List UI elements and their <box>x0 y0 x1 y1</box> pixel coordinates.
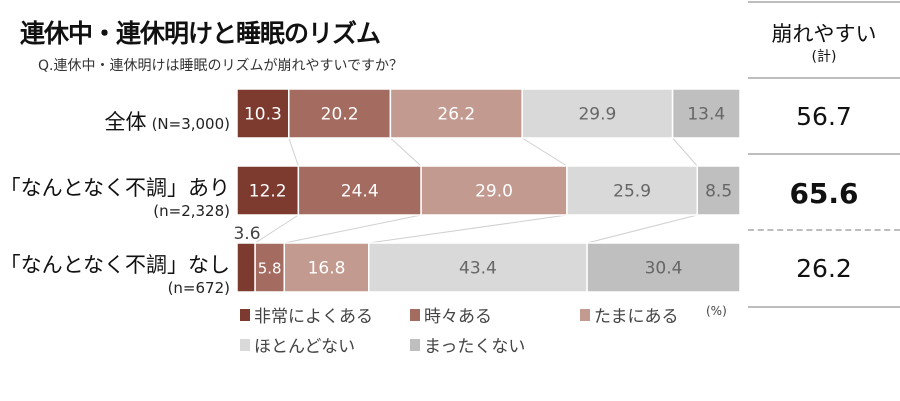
bar-segment <box>696 165 741 216</box>
legend-swatch <box>410 338 420 351</box>
data-label: 43.4 <box>459 259 497 279</box>
connector-line <box>254 214 299 244</box>
bar-segment <box>297 165 422 216</box>
bar-segment <box>586 242 741 293</box>
legend-label: たまにある <box>594 307 679 327</box>
row-label-all: 全体 (N=3,000) <box>104 106 230 136</box>
row-label-without-malaise: 「なんとなく不調」なし (n=672) <box>0 249 230 297</box>
data-label: 10.3 <box>244 105 282 125</box>
connector-line <box>288 137 299 167</box>
chart-title: 連休中・連休明けと睡眠のリズム <box>20 19 381 48</box>
divider <box>748 1 900 3</box>
bar-segment <box>671 88 741 139</box>
row-label-with-malaise: 「なんとなく不調」あり (n=2,328) <box>0 172 230 220</box>
data-label: 5.8 <box>258 260 282 278</box>
legend-swatch <box>580 308 590 321</box>
legend-item: まったくない <box>410 332 525 357</box>
legend-item: たまにある <box>580 302 679 327</box>
legend-swatch <box>240 308 250 321</box>
legend-item: 時々ある <box>410 302 492 327</box>
summary-value: 56.7 <box>796 102 852 131</box>
bar-segment <box>283 242 370 293</box>
data-label: 3.6 <box>233 224 260 244</box>
bar-segment <box>236 242 256 293</box>
bar-segment <box>521 88 674 139</box>
data-label: 29.0 <box>475 182 513 202</box>
unit-label: (%) <box>706 304 727 318</box>
data-label: 20.2 <box>321 105 359 125</box>
divider <box>748 229 900 231</box>
connector-line <box>672 137 698 167</box>
legend-swatch <box>240 338 250 351</box>
row-label-n: (N=3,000) <box>151 115 230 133</box>
bar-segment <box>368 242 588 293</box>
bar-segment <box>288 88 392 139</box>
legend-item: ほとんどない <box>240 332 355 357</box>
connector-line <box>521 137 568 167</box>
connector-line <box>586 214 698 244</box>
summary-value: 26.2 <box>796 254 852 283</box>
legend-label: 時々ある <box>424 307 492 327</box>
legend-label: 非常によくある <box>254 307 373 327</box>
row-label-main: 「なんとなく不調」なし <box>0 253 230 277</box>
row-label-main: 全体 <box>104 110 147 134</box>
data-label: 13.4 <box>687 105 725 125</box>
divider <box>748 77 900 79</box>
data-label: 24.4 <box>341 182 379 202</box>
bar-segment <box>389 88 523 139</box>
row-label-main: 「なんとなく不調」あり <box>0 176 230 200</box>
divider <box>748 153 900 155</box>
summary-value: 65.6 <box>789 177 859 210</box>
row-label-n: (n=672) <box>167 279 230 297</box>
legend-item: 非常によくある <box>240 302 373 327</box>
data-label: 16.8 <box>308 259 346 279</box>
chart-subtitle: Q.連休中・連休明けは睡眠のリズムが崩れやすいですか？ <box>38 58 404 74</box>
summary-header: 崩れやすい <box>771 22 877 46</box>
data-label: 30.4 <box>645 259 683 279</box>
data-label: 12.2 <box>249 182 287 202</box>
row-label-n: (n=2,328) <box>153 202 230 220</box>
data-label: 8.5 <box>705 182 732 202</box>
bar-segment <box>566 165 698 216</box>
data-label: 25.9 <box>613 182 651 202</box>
divider <box>748 306 900 308</box>
data-label: 29.9 <box>578 105 616 125</box>
connector-line <box>368 214 568 244</box>
bar-segment <box>420 165 568 216</box>
legend-label: ほとんどない <box>254 337 356 357</box>
connector-line <box>390 137 422 167</box>
summary-subheader: (計) <box>811 49 837 65</box>
legend-swatch <box>410 308 420 321</box>
data-label: 26.2 <box>437 105 475 125</box>
legend-label: まったくない <box>424 337 526 357</box>
connector-line <box>284 214 422 244</box>
